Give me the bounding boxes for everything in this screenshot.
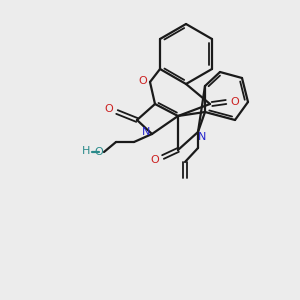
Text: N: N — [198, 132, 206, 142]
Text: N: N — [142, 127, 150, 137]
Text: O: O — [94, 147, 103, 157]
Text: O: O — [105, 104, 113, 114]
Text: O: O — [231, 97, 239, 107]
Text: O: O — [139, 76, 147, 86]
Text: H: H — [82, 146, 90, 156]
Text: O: O — [151, 155, 159, 165]
